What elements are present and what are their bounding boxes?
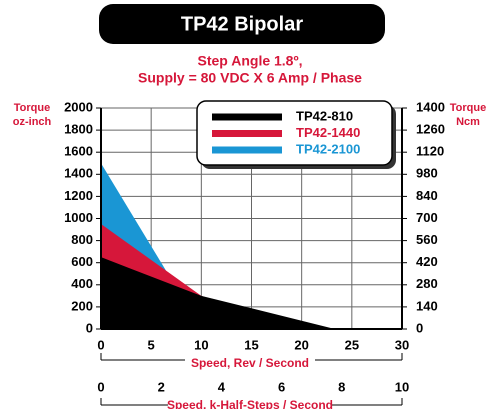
legend-label: TP42-2100 [296,141,360,156]
x2-tick-label: 8 [338,379,345,394]
x-tick-label: 25 [345,337,359,352]
y2-tick-label: 1120 [416,144,444,159]
x2-tick-label: 0 [97,379,104,394]
x2-tick-label: 4 [218,379,226,394]
y2-tick-label: 700 [416,210,438,225]
y2-tick-label: 140 [416,298,438,313]
x2-tick-label: 10 [395,379,409,394]
x2-axis-label: Speed, k-Half-Steps / Second [167,398,333,409]
x-bracket [100,353,403,361]
x-tick-label: 5 [148,337,155,352]
area [101,257,335,329]
y-axis-label: oz-inch [13,116,52,128]
chart-title: TP42 Bipolar [181,13,303,35]
x2-tick-label: 6 [278,379,285,394]
x2-tick-label: 2 [158,379,165,394]
legend-label: TP42-1440 [296,125,360,140]
y-tick-label: 0 [86,320,93,335]
y2-tick-label: 560 [416,232,438,247]
y-tick-label: 400 [71,276,93,291]
y2-axis-label: Ncm [456,116,480,128]
x-tick-label: 30 [395,337,409,352]
y-tick-label: 1200 [64,188,93,203]
subtitle: Step Angle 1.8º, [198,53,303,69]
y2-axis-label: Torque [450,102,486,114]
x2-bracket [100,398,403,406]
y-tick-label: 600 [71,254,93,269]
y-tick-label: 1800 [64,122,93,137]
x-tick-label: 10 [194,337,208,352]
y-tick-label: 1400 [64,166,93,181]
y-tick-label: 800 [71,232,93,247]
x-tick-label: 20 [294,337,308,352]
y2-tick-label: 1400 [416,99,445,114]
legend-label: TP42-810 [296,108,353,123]
x-tick-label: 0 [97,337,104,352]
y-tick-label: 1600 [64,144,93,159]
y2-tick-label: 420 [416,254,438,269]
y-axis-label: Torque [14,102,50,114]
y-tick-label: 1000 [64,210,93,225]
x-axis-label: Speed, Rev / Second [191,356,309,370]
y-tick-label: 2000 [64,99,93,114]
y2-tick-label: 1260 [416,122,445,137]
y-tick-label: 200 [71,298,93,313]
subtitle: Supply = 80 VDC X 6 Amp / Phase [138,70,362,86]
x-tick-label: 15 [244,337,258,352]
y2-tick-label: 980 [416,166,438,181]
title-box [99,4,385,44]
y2-tick-label: 840 [416,188,438,203]
y2-tick-label: 280 [416,276,438,291]
y2-tick-label: 0 [416,320,423,335]
